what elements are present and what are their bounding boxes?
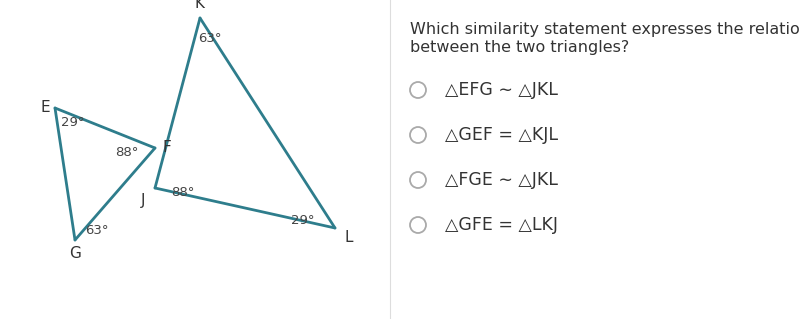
Text: 63°: 63° [86,224,109,236]
Text: △GEF = △KJL: △GEF = △KJL [445,126,558,144]
Text: 88°: 88° [171,186,194,198]
Text: J: J [141,192,146,207]
Text: Which similarity statement expresses the relationship: Which similarity statement expresses the… [410,22,800,37]
Text: L: L [345,231,354,246]
Text: △FGE ∼ △JKL: △FGE ∼ △JKL [445,171,558,189]
Text: 29°: 29° [62,115,85,129]
Text: 29°: 29° [291,213,314,226]
Text: E: E [40,100,50,115]
Text: 63°: 63° [198,32,222,44]
Text: G: G [69,247,81,262]
Text: K: K [195,0,205,11]
Text: between the two triangles?: between the two triangles? [410,40,630,55]
Text: F: F [162,140,171,155]
Text: 88°: 88° [115,145,138,159]
Text: △GFE = △LKJ: △GFE = △LKJ [445,216,558,234]
Text: △EFG ∼ △JKL: △EFG ∼ △JKL [445,81,558,99]
